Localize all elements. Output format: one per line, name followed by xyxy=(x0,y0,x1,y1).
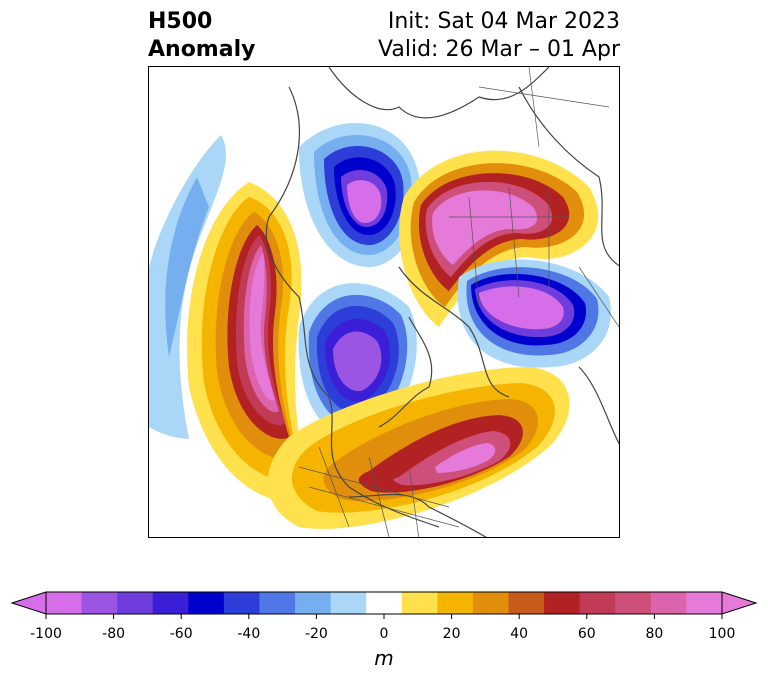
colorbar-bin xyxy=(544,592,581,614)
atlantic-low-contours xyxy=(457,259,611,368)
quantity-name: Anomaly xyxy=(148,37,256,62)
colorbar-bin xyxy=(295,592,332,614)
colorbar-bin xyxy=(401,592,438,614)
map-panel xyxy=(148,66,620,538)
title-left: H500 Anomaly xyxy=(148,8,255,64)
west-coast-ridge-contours xyxy=(187,182,319,503)
colorbar-bin xyxy=(437,592,474,614)
colorbar-bin xyxy=(46,592,83,614)
colorbar-bin xyxy=(81,592,118,614)
anomaly-map xyxy=(149,67,619,537)
colorbar-tick-label: -20 xyxy=(304,626,328,642)
colorbar-tick-label: 60 xyxy=(577,626,596,642)
colorbar xyxy=(10,591,758,619)
init-date: Init: Sat 04 Mar 2023 xyxy=(387,9,620,34)
colorbar-bin xyxy=(508,592,545,614)
colorbar-bin xyxy=(117,592,154,614)
colorbar-bin xyxy=(223,592,260,614)
colorbar-bin xyxy=(650,592,687,614)
colorbar-bin xyxy=(330,592,367,614)
colorbar-tick-label: -100 xyxy=(30,626,62,642)
colorbar-bin xyxy=(259,592,296,614)
colorbar-bin xyxy=(188,592,225,614)
atlantic-ridge-contours xyxy=(267,367,570,529)
colorbar-unit: m xyxy=(374,646,394,670)
colorbar-bin xyxy=(686,592,723,614)
siberia-low-contours xyxy=(299,123,420,267)
colorbar-tick-label: 20 xyxy=(442,626,461,642)
colorbar-bin xyxy=(152,592,189,614)
colorbar-bin xyxy=(472,592,510,614)
colorbar-bin xyxy=(366,592,403,614)
colorbar-bin xyxy=(615,592,652,614)
central-low-contours xyxy=(298,283,417,439)
political-borders xyxy=(298,67,619,537)
coastlines xyxy=(265,67,619,537)
colorbar-tick-label: -40 xyxy=(237,626,261,642)
colorbar-extend-low xyxy=(10,591,47,615)
colorbar-tick-label: 0 xyxy=(379,626,389,642)
colorbar-tick-label: 40 xyxy=(510,626,529,642)
title-right: Init: Sat 04 Mar 2023 Valid: 26 Mar – 01… xyxy=(378,8,620,64)
field-name: H500 xyxy=(148,9,213,34)
colorbar-tick-label: -60 xyxy=(169,626,193,642)
russia-ridge-contours xyxy=(399,150,599,327)
valid-range: Valid: 26 Mar – 01 Apr xyxy=(378,37,620,62)
pacific-low-contours xyxy=(149,135,226,439)
colorbar-tick-label: 80 xyxy=(645,626,664,642)
colorbar-tick-label: 100 xyxy=(708,626,736,642)
colorbar-extend-high xyxy=(721,591,758,615)
colorbar-tick-label: -80 xyxy=(102,626,126,642)
colorbar-bin xyxy=(579,592,616,614)
